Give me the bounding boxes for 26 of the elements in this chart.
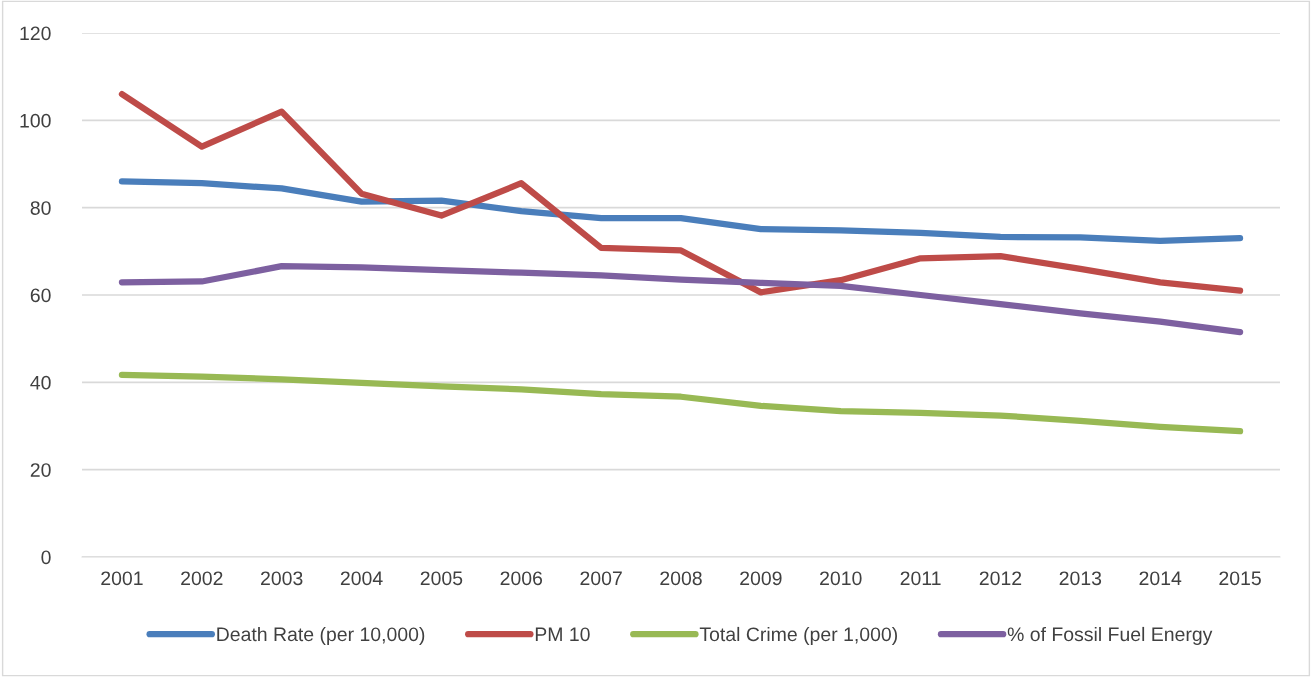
legend-label: Total Crime (per 1,000) [699,626,897,646]
x-tick-label: 2010 [820,571,862,586]
legend-label: Death Rate (per 10,000) [217,626,425,646]
x-tick-label: 2007 [580,571,622,586]
y-tick-label: 120 [20,26,51,41]
x-tick-label: 2014 [1139,571,1182,586]
x-tick-label: 2002 [181,571,223,586]
x-tick-label: 2011 [900,571,941,586]
x-tick-label: 2012 [979,571,1022,586]
x-tick-label: 2009 [740,571,782,586]
legend-label: % of Fossil Fuel Energy [1007,626,1213,646]
y-tick-label: 80 [30,201,51,215]
x-tick-label: 2001 [101,571,143,586]
y-tick-label: 100 [20,113,51,128]
x-tick-label: 2003 [261,571,303,586]
x-tick-label: 2008 [660,571,702,586]
x-tick-label: 2006 [500,571,543,586]
x-tick-label: 2005 [420,571,463,586]
y-tick-label: 20 [30,463,51,477]
x-tick-label: 2004 [340,571,383,586]
x-tick-label: 2013 [1059,571,1102,586]
y-tick-label: 60 [30,288,51,303]
y-tick-label: 40 [30,375,51,390]
y-tick-label: 0 [41,550,51,565]
x-tick-label: 2015 [1219,571,1261,586]
legend-label: PM 10 [535,627,590,642]
